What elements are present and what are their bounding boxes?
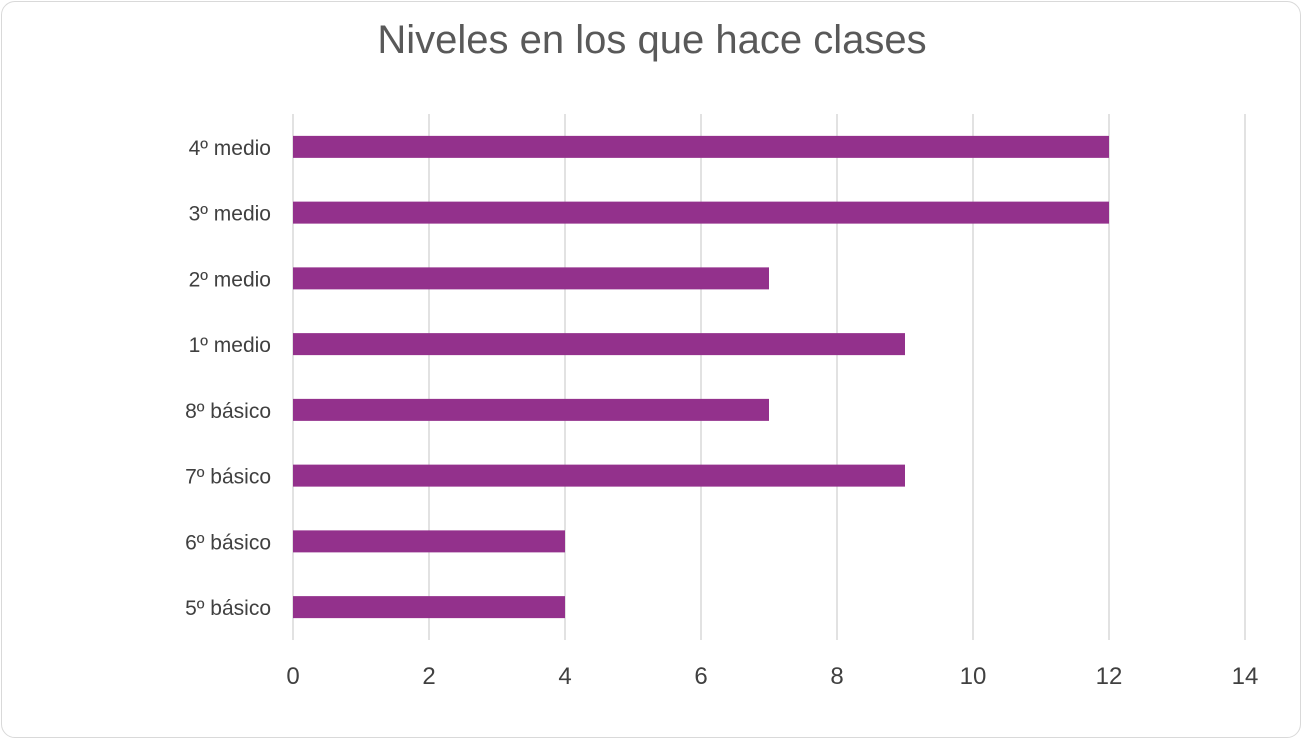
x-tick-label: 0 bbox=[286, 663, 299, 690]
bar bbox=[293, 530, 565, 553]
tick-labels: 0 2 4 6 8 10 12 14 bbox=[286, 663, 1258, 690]
x-tick-label: 2 bbox=[422, 663, 435, 690]
gridlines bbox=[292, 114, 1246, 640]
category-label: 7º básico bbox=[185, 466, 271, 489]
x-tick-label: 6 bbox=[694, 663, 707, 690]
x-tick-label: 8 bbox=[830, 663, 843, 690]
category-label: 3º medio bbox=[189, 203, 271, 226]
x-tick-label: 4 bbox=[558, 663, 571, 690]
category-label: 5º básico bbox=[185, 597, 271, 620]
category-label: 4º medio bbox=[189, 137, 271, 160]
category-label: 6º básico bbox=[185, 531, 271, 554]
bar bbox=[293, 464, 905, 487]
bar bbox=[293, 135, 1109, 158]
chart-title: Niveles en los que hace clases bbox=[377, 18, 927, 62]
category-label: 1º medio bbox=[189, 334, 271, 357]
x-tick-label: 12 bbox=[1096, 663, 1123, 690]
bar bbox=[293, 398, 769, 421]
x-tick-label: 14 bbox=[1232, 663, 1259, 690]
bars bbox=[293, 135, 1109, 619]
category-labels: 5º básico 6º básico 7º básico 8º básico 1º m… bbox=[185, 137, 271, 620]
bar bbox=[293, 267, 769, 290]
category-label: 8º básico bbox=[185, 400, 271, 423]
bar bbox=[293, 201, 1109, 224]
category-label: 2º medio bbox=[189, 268, 271, 291]
x-tick-label: 10 bbox=[960, 663, 987, 690]
bar bbox=[293, 333, 905, 356]
bar bbox=[293, 596, 565, 619]
